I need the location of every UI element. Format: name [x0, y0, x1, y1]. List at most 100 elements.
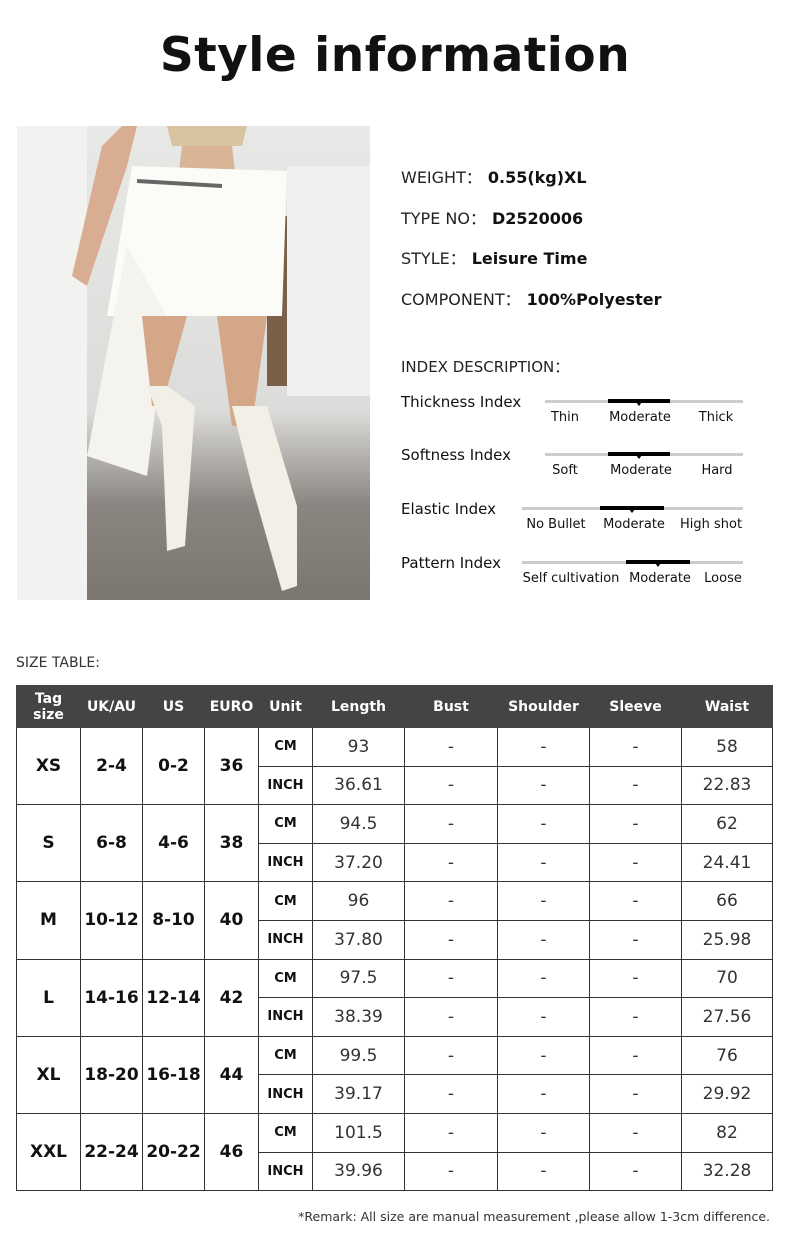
tag-size-cell: S	[16, 804, 81, 883]
index-scale-bar	[522, 560, 743, 567]
measurement-cell: -	[404, 1074, 498, 1114]
index-option: Moderate	[629, 571, 691, 586]
index-option: Hard	[701, 463, 733, 478]
size-table-heading: SIZE TABLE:	[16, 655, 100, 671]
measurement-cell: -	[589, 1112, 682, 1153]
measurement-cell: -	[497, 881, 590, 921]
index-option: Thick	[698, 410, 734, 425]
measurement-cell: 37.80	[312, 919, 405, 960]
table-row: INCH 37.80- - -25.98	[17, 919, 773, 960]
table-row: XXL 22-24 20-22 46 CM 101.5- - -82	[16, 1112, 773, 1192]
measurement-cell: -	[404, 1151, 498, 1192]
uk-au-cell: 22-24	[80, 1112, 143, 1192]
euro-cell: 42	[204, 958, 259, 1037]
table-row: XL 18-20 16-18 44 CM 99.5- - -76	[16, 1035, 773, 1114]
measurement-cell: -	[404, 765, 498, 806]
euro-cell: 40	[204, 881, 259, 960]
uk-au-cell: 10-12	[80, 881, 143, 960]
table-row: INCH 37.20- - -24.41	[17, 842, 773, 883]
measurement-cell: 76	[681, 1035, 773, 1076]
measurement-cell: -	[404, 919, 498, 960]
index-label: Thickness Index	[401, 393, 522, 411]
measurement-cell: 38.39	[312, 997, 405, 1037]
us-cell: 16-18	[142, 1035, 205, 1114]
measurement-cell: 93	[312, 727, 405, 767]
tag-size-cell: M	[16, 881, 81, 960]
euro-cell: 46	[204, 1112, 259, 1192]
unit-cell: INCH	[258, 1151, 313, 1192]
column-header: Waist	[681, 685, 773, 728]
measurement-cell: -	[497, 1074, 590, 1114]
table-row: L 14-16 12-14 42 CM 97.5- - -70	[16, 958, 773, 1037]
index-option: Moderate	[610, 463, 672, 478]
measurement-cell: -	[589, 997, 682, 1037]
remark-note: *Remark: All size are manual measurement…	[298, 1209, 770, 1224]
tag-size-cell: XL	[16, 1035, 81, 1114]
column-header: Sleeve	[589, 685, 682, 728]
index-option: Moderate	[603, 517, 665, 532]
unit-cell: CM	[258, 958, 313, 999]
measurement-cell: -	[589, 804, 682, 844]
measurement-cell: -	[497, 804, 590, 844]
index-selected-segment	[626, 560, 690, 564]
index-scale-bar	[545, 399, 743, 406]
measurement-cell: 94.5	[312, 804, 405, 844]
measurement-cell: -	[589, 842, 682, 883]
style-field: STYLE： Leisure Time	[401, 245, 587, 269]
measurement-cell: -	[589, 958, 682, 999]
unit-cell: CM	[258, 1035, 313, 1076]
measurement-cell: 36.61	[312, 765, 405, 806]
measurement-cell: 24.41	[681, 842, 773, 883]
table-row: S 6-8 4-6 38 CM 94.5- - -62	[16, 804, 773, 883]
table-row: XS 2-4 0-2 36 CM 93- - -58	[16, 726, 773, 806]
measurement-cell: -	[589, 765, 682, 806]
size-table: Tag size UK/AU US EURO Unit Length Bust Shoulde…	[16, 685, 773, 1192]
measurement-cell: -	[589, 727, 682, 767]
type-no-field: TYPE NO： D2520006	[401, 205, 583, 229]
index-marker-icon	[629, 509, 635, 513]
tag-size-cell: XXL	[16, 1112, 81, 1192]
index-label: Elastic Index	[401, 500, 497, 518]
index-label: Softness Index	[401, 446, 512, 464]
weight-field: WEIGHT： 0.55(kg)XL	[401, 164, 587, 188]
measurement-cell: 27.56	[681, 997, 773, 1037]
column-header: UK/AU	[80, 685, 143, 728]
index-scale-bar	[522, 506, 743, 513]
measurement-cell: 62	[681, 804, 773, 844]
index-scale-bar	[545, 452, 743, 459]
uk-au-cell: 14-16	[80, 958, 143, 1037]
table-row: INCH 36.61- - -22.83	[17, 765, 773, 806]
index-selected-segment	[600, 506, 664, 510]
component-label: COMPONENT：	[401, 290, 521, 309]
measurement-cell: -	[497, 997, 590, 1037]
measurement-cell: -	[589, 1035, 682, 1076]
unit-cell: INCH	[258, 997, 313, 1037]
measurement-cell: -	[404, 842, 498, 883]
measurement-cell: -	[404, 997, 498, 1037]
type-no-value: D2520006	[491, 209, 584, 228]
euro-cell: 44	[204, 1035, 259, 1114]
index-option: Loose	[704, 571, 742, 586]
us-cell: 4-6	[142, 804, 205, 883]
style-value: Leisure Time	[471, 249, 588, 268]
column-header: Length	[312, 685, 405, 728]
measurement-cell: 39.17	[312, 1074, 405, 1114]
uk-au-cell: 6-8	[80, 804, 143, 883]
product-photo	[17, 126, 370, 600]
unit-cell: INCH	[258, 765, 313, 806]
column-header: Unit	[258, 685, 313, 728]
table-row: INCH 38.39- - -27.56	[17, 997, 773, 1037]
tag-size-cell: L	[16, 958, 81, 1037]
us-cell: 8-10	[142, 881, 205, 960]
column-header: US	[142, 685, 205, 728]
table-row: M 10-12 8-10 40 CM 96- - -66	[16, 881, 773, 960]
measurement-cell: 96	[312, 881, 405, 921]
measurement-cell: 32.28	[681, 1151, 773, 1192]
measurement-cell: -	[404, 1112, 498, 1153]
measurement-cell: -	[497, 727, 590, 767]
index-option: Soft	[552, 463, 578, 478]
style-label: STYLE：	[401, 249, 466, 268]
measurement-cell: -	[589, 919, 682, 960]
table-row: INCH 39.96- - -32.28	[17, 1151, 773, 1192]
